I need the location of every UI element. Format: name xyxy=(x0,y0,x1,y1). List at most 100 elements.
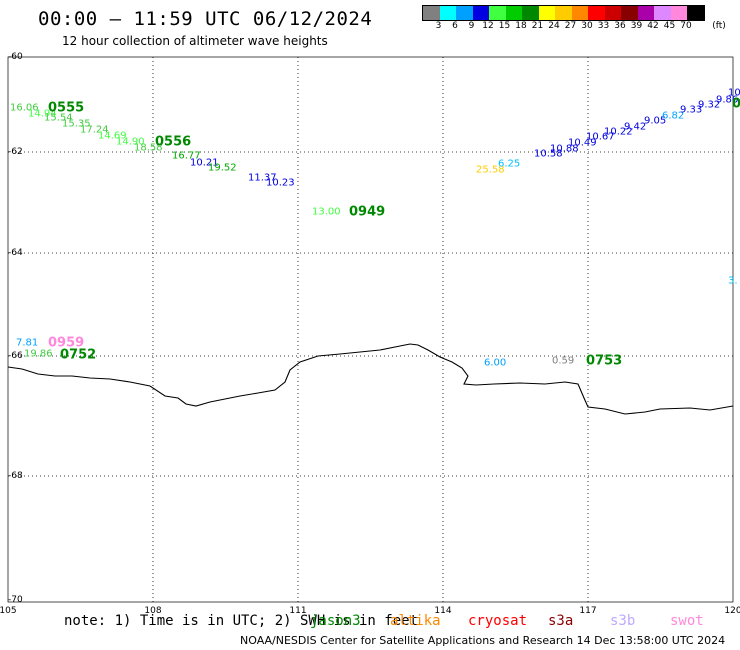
color-legend xyxy=(422,5,705,21)
wave-height-label: 16.06 xyxy=(10,102,39,114)
wave-height-label: 15.35 xyxy=(62,118,91,130)
wave-height-label: 10.22 xyxy=(604,126,633,138)
wave-height-label: 0.59 xyxy=(552,355,575,367)
wave-height-label: 10.88 xyxy=(550,143,579,155)
longitude-label: 120 xyxy=(724,606,740,616)
legend-tick-label: 36 xyxy=(614,21,626,31)
legend-tick-label: 42 xyxy=(647,21,659,31)
legend-tick-label: 70 xyxy=(680,21,692,31)
legend-swatch xyxy=(472,6,489,20)
legend-swatch xyxy=(423,6,440,20)
legend-tick-label: 39 xyxy=(630,21,643,31)
latitude-label: -68 xyxy=(8,471,23,481)
latitude-label: -64 xyxy=(8,248,23,258)
chart-subtitle: 12 hour collection of altimeter wave hei… xyxy=(62,34,328,48)
legend-tick-label: 45 xyxy=(663,21,676,31)
legend-tick-label: 27 xyxy=(564,21,577,31)
legend-tick-label: 6 xyxy=(452,21,458,31)
map-border xyxy=(7,56,734,603)
wave-height-label: 10.23 xyxy=(266,177,295,189)
wave-height-label: 25.58 xyxy=(476,164,505,176)
pass-time-label: 0555 xyxy=(48,100,85,116)
legend-swatch xyxy=(505,6,522,20)
legend-swatch xyxy=(588,6,605,20)
longitude-label: 111 xyxy=(289,606,307,616)
longitude-label: 108 xyxy=(144,606,162,616)
legend-tick-label: 15 xyxy=(498,21,511,31)
latitude-label: -60 xyxy=(8,52,23,62)
wave-height-label: 11.37 xyxy=(248,172,277,184)
latitude-label: -66 xyxy=(8,351,23,361)
longitude-label: 114 xyxy=(434,606,452,616)
legend-swatch xyxy=(439,6,456,20)
wave-height-label: 10.58 xyxy=(534,148,563,160)
wave-height-label: 13.00 xyxy=(312,206,341,218)
wave-height-label: 3. xyxy=(728,275,738,287)
wave-height-label: 17.24 xyxy=(80,124,109,136)
pass-time-label: 0 xyxy=(732,96,740,112)
wave-height-label: 16.77 xyxy=(172,150,201,162)
coastline xyxy=(7,343,734,415)
satellite-name: jason3 xyxy=(310,613,361,629)
legend-tick-label: 30 xyxy=(581,21,593,31)
wave-height-label: 19.52 xyxy=(208,162,237,174)
wave-height-label: 18.58 xyxy=(134,142,163,154)
wave-height-label: 9.33 xyxy=(680,104,703,116)
graticule xyxy=(8,57,733,602)
legend-tick-label: 12 xyxy=(482,21,494,31)
footer-credit: NOAA/NESDIS Center for Satellite Applica… xyxy=(240,634,726,647)
pass-time-label: 0752 xyxy=(60,347,97,363)
legend-swatch xyxy=(489,6,506,20)
longitude-label: 105 xyxy=(0,606,17,616)
legend-swatch xyxy=(670,6,687,20)
latitude-label: -62 xyxy=(8,147,23,157)
wave-height-label: 6.00 xyxy=(484,357,507,369)
legend-tick-label: 21 xyxy=(531,21,544,31)
latitude-label: -70 xyxy=(8,595,23,605)
legend-tick-label: 18 xyxy=(515,21,527,31)
legend-swatch xyxy=(456,6,473,20)
note-text: note: 1) Time is in UTC; 2) SWH is in fe… xyxy=(64,613,419,629)
wave-height-label: 10.49 xyxy=(568,137,597,149)
pass-time-label: 0556 xyxy=(155,134,192,150)
wave-height-label: 9.42 xyxy=(624,121,647,133)
satellite-name: altika xyxy=(390,613,441,629)
legend-tick-label: 9 xyxy=(468,21,475,31)
wave-height-label: 10.21 xyxy=(190,157,219,169)
wave-height-label: 10 xyxy=(728,87,740,99)
legend-swatch xyxy=(687,6,704,20)
wave-height-label: 19.86 xyxy=(24,348,53,360)
wave-height-label: 7.81 xyxy=(16,337,39,349)
wave-height-label: 15.54 xyxy=(44,112,73,124)
pass-time-label: 0949 xyxy=(349,204,386,220)
wave-height-label: 10.67 xyxy=(586,131,615,143)
satellite-name: swot xyxy=(670,613,704,629)
legend-tick-label: 33 xyxy=(597,21,610,31)
legend-swatch xyxy=(522,6,539,20)
wave-height-label: 14.94 xyxy=(28,108,57,120)
legend-tick-label: 24 xyxy=(548,21,560,31)
legend-swatch xyxy=(654,6,671,20)
wave-height-label: 14.90 xyxy=(116,136,145,148)
wave-height-label: 9.86 xyxy=(716,94,739,106)
satellite-name: s3a xyxy=(548,613,574,629)
legend-swatch xyxy=(621,6,638,20)
wave-height-label: 6.82 xyxy=(662,110,685,122)
legend-swatch xyxy=(555,6,572,20)
legend-swatch xyxy=(637,6,654,20)
wave-height-label: 9.32 xyxy=(698,99,721,111)
pass-time-label: 0959 xyxy=(48,335,85,351)
wave-height-label: 6.25 xyxy=(498,158,521,170)
satellite-name: s3b xyxy=(610,613,636,629)
longitude-label: 117 xyxy=(579,606,597,616)
legend-swatch xyxy=(538,6,555,20)
wave-height-label: 14.69 xyxy=(98,130,127,142)
satellite-name: cryosat xyxy=(468,613,528,629)
legend-tick-label: 3 xyxy=(435,21,442,31)
pass-time-label: 0753 xyxy=(586,353,623,369)
legend-swatch xyxy=(604,6,621,20)
wave-height-label: 9.05 xyxy=(644,115,667,127)
legend-unit: (ft) xyxy=(712,21,726,31)
legend-swatch xyxy=(571,6,588,20)
